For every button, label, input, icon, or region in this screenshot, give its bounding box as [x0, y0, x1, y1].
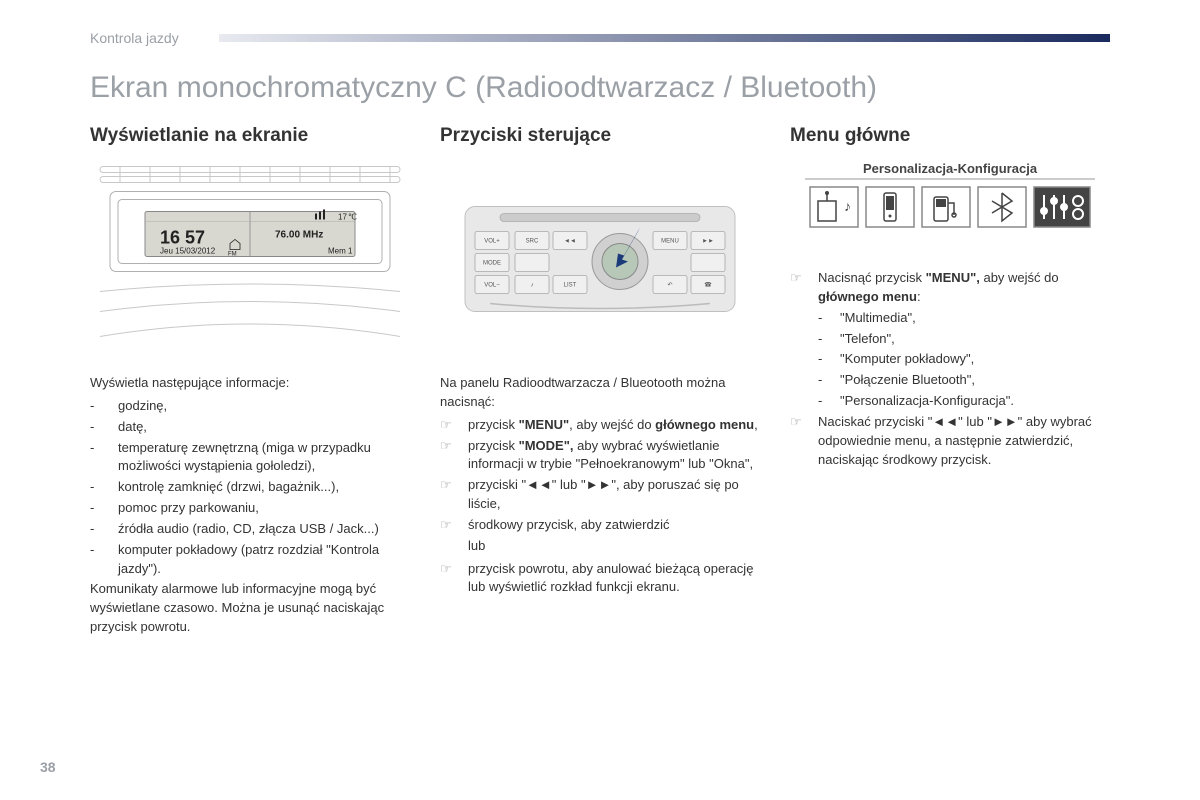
time-value: 16 57: [160, 228, 205, 248]
prev-button: ◄◄: [564, 239, 576, 245]
src-button: SRC: [526, 239, 539, 245]
menu-icon-fuel: [922, 187, 970, 227]
back-button: ↶: [667, 282, 672, 289]
list-item: źródła audio (radio, CD, złącza USB / Ja…: [90, 520, 410, 539]
list-item: środkowy przycisk, aby zatwierdzić: [440, 516, 760, 535]
col1-heading: Wyświetlanie na ekranie: [90, 125, 410, 147]
col1-outro: Komunikaty alarmowe lub informacyjne mog…: [90, 580, 410, 637]
list-item-or: lub: [440, 537, 760, 556]
list-item: przyciski "◄◄" lub "►►", aby poruszać si…: [440, 476, 760, 514]
col3-body: Nacisnąć przycisk "MENU", aby wejść do g…: [790, 269, 1110, 469]
svg-text:FM: FM: [228, 252, 237, 258]
menu-title: Personalizacja-Konfiguracja: [863, 161, 1038, 176]
col2-list: przycisk "MENU", aby wejść do głównego m…: [440, 416, 760, 535]
list-button: LIST: [564, 283, 577, 289]
svg-text:♪: ♪: [844, 198, 851, 214]
phone-button: ☎: [704, 282, 712, 289]
list-item: kontrolę zamknięć (drzwi, bagażnik...),: [90, 478, 410, 497]
vol-up-button: VOL+: [484, 239, 500, 245]
header-gradient-bar: [219, 34, 1110, 42]
list-item: Naciskać przyciski "◄◄" lub "►►" aby wyb…: [790, 413, 1110, 470]
col2-heading: Przyciski sterujące: [440, 125, 760, 147]
list-item: "Telefon",: [818, 330, 1110, 349]
temperature-value: 17: [338, 213, 347, 222]
page-title: Ekran monochromatyczny C (Radioodtwarzac…: [90, 71, 1110, 105]
col3-sublist: "Multimedia", "Telefon", "Komputer pokła…: [790, 309, 1110, 411]
list-item: przycisk "MODE", aby wybrać wyświetlanie…: [440, 437, 760, 475]
breadcrumb: Kontrola jazdy: [90, 30, 179, 46]
manual-page: Kontrola jazdy Ekran monochromatyczny C …: [0, 0, 1200, 671]
list-item: godzinę,: [90, 397, 410, 416]
page-header: Kontrola jazdy: [90, 30, 1110, 46]
list-item: komputer pokładowy (patrz rozdział "Kont…: [90, 541, 410, 579]
col2-body: Na panelu Radioodtwarzacza / Blueotooth …: [440, 374, 760, 597]
list-item: "Komputer pokładowy",: [818, 350, 1110, 369]
col1-body: Wyświetla następujące informacje: godzin…: [90, 374, 410, 637]
music-button: ♪: [531, 283, 534, 289]
col1-list: godzinę, datę, temperaturę zewnętrzną (m…: [90, 397, 410, 579]
menu-icon-sliders: [1034, 187, 1090, 227]
list-item: Nacisnąć przycisk "MENU", aby wejść do g…: [790, 269, 1110, 307]
column-menu: Menu główne Personalizacja-Konfiguracja …: [790, 125, 1110, 641]
next-button: ►►: [702, 239, 714, 245]
menu-illustration: Personalizacja-Konfiguracja ♪: [790, 159, 1110, 239]
list-item: przycisk powrotu, aby anulować bieżącą o…: [440, 560, 760, 598]
col3-heading: Menu główne: [790, 125, 1110, 147]
temperature-unit: ℃: [348, 213, 357, 222]
vol-down-button: VOL−: [484, 283, 500, 289]
date-value: Jeu 15/03/2012: [160, 247, 216, 256]
frequency-value: 76.00 MHz: [275, 230, 323, 241]
list-item: temperaturę zewnętrzną (miga w przypadku…: [90, 439, 410, 477]
list-item: "Multimedia",: [818, 309, 1110, 328]
display-illustration: 17 ℃ 16 57 Jeu 15/03/2012 FM 76.00 MHz M…: [90, 159, 410, 354]
menu-icon-radio: ♪: [810, 187, 858, 227]
col2-intro: Na panelu Radioodtwarzacza / Blueotooth …: [440, 374, 760, 412]
menu-icon-phone: [866, 187, 914, 227]
list-item: "Personalizacja-Konfiguracja".: [818, 392, 1110, 411]
col1-intro: Wyświetla następujące informacje:: [90, 374, 410, 393]
list-item: pomoc przy parkowaniu,: [90, 499, 410, 518]
column-display: Wyświetlanie na ekranie: [90, 125, 410, 641]
list-item: datę,: [90, 418, 410, 437]
content-columns: Wyświetlanie na ekranie: [90, 125, 1110, 641]
list-item: przycisk "MENU", aby wejść do głównego m…: [440, 416, 760, 435]
menu-button: MENU: [661, 239, 679, 245]
list-item: "Połączenie Bluetooth",: [818, 371, 1110, 390]
controls-illustration: VOL+ MODE VOL− SRC ◄◄ ♪ LIST MENU ►► ↶ ☎: [440, 159, 760, 354]
menu-icon-bluetooth: [978, 187, 1026, 227]
column-controls: Przyciski sterujące VOL+ MODE VOL− SRC ◄…: [440, 125, 760, 641]
col3-list: Nacisnąć przycisk "MENU", aby wejść do g…: [790, 269, 1110, 307]
memory-value: Mem 1: [328, 247, 353, 256]
mode-button: MODE: [483, 261, 501, 267]
page-number: 38: [40, 759, 56, 775]
